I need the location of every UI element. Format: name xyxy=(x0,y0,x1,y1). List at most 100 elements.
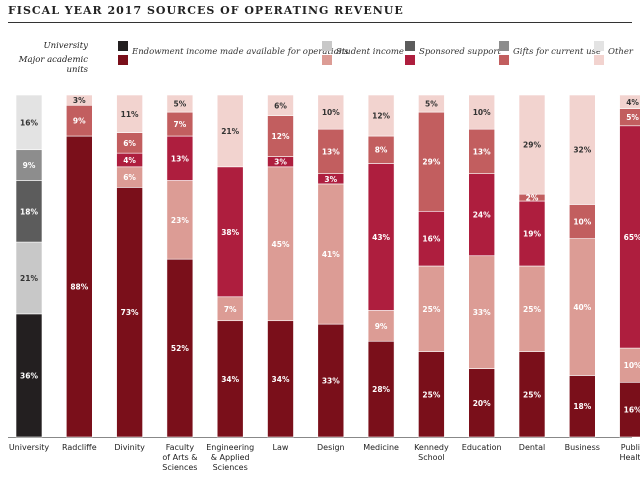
bar-segment xyxy=(15,149,43,181)
category-label: Law xyxy=(273,443,289,452)
category-label-line: of Arts & xyxy=(162,453,197,462)
bar-segment xyxy=(216,166,244,298)
data-label: 16% xyxy=(624,406,640,415)
bar-segment xyxy=(15,180,43,243)
category-label-line: Design xyxy=(317,443,345,452)
category-label-line: Medicine xyxy=(363,443,399,452)
data-label: 10% xyxy=(322,108,340,117)
data-label: 65% xyxy=(624,233,640,242)
data-label: 5% xyxy=(174,100,187,109)
bar-segment xyxy=(166,94,194,113)
legend-swatch-university-4 xyxy=(594,41,604,51)
bar-segment xyxy=(166,258,194,438)
data-label: 33% xyxy=(473,308,491,317)
bar-segment xyxy=(568,238,596,376)
legend-swatch-university-3 xyxy=(499,41,509,51)
data-label: 13% xyxy=(473,147,491,156)
bar-segment xyxy=(66,135,93,438)
data-label: 3% xyxy=(73,96,86,105)
category-label-line: University xyxy=(9,443,50,452)
bar-segment xyxy=(468,173,496,257)
category-label: Engineering & Applied Sciences xyxy=(206,443,254,472)
category-label: PublicHealth xyxy=(619,443,640,462)
category-label-line: Business xyxy=(565,443,600,452)
bar-segment xyxy=(66,94,93,106)
data-label: 41% xyxy=(322,250,340,259)
bar-segment xyxy=(267,166,294,322)
legend-swatch-units-1 xyxy=(322,55,332,65)
legend-swatch-university-0 xyxy=(118,41,128,51)
data-label: 9% xyxy=(73,117,86,126)
data-label: 4% xyxy=(626,98,639,107)
data-label: 5% xyxy=(626,113,639,122)
data-label: 11% xyxy=(121,110,139,119)
bar-segment xyxy=(267,94,294,116)
bar-segment xyxy=(418,351,445,438)
data-label: 23% xyxy=(171,216,189,225)
title-rule xyxy=(8,22,632,23)
legend-swatch-university-2 xyxy=(405,41,415,51)
data-label: 18% xyxy=(20,207,38,216)
legend-row-label-units: Major academic units xyxy=(18,55,88,75)
data-label: 88% xyxy=(70,283,88,292)
category-label: Medicine xyxy=(363,443,399,452)
data-label: 10% xyxy=(573,218,591,227)
category-label-line: Health xyxy=(619,453,640,462)
bar-segment xyxy=(15,94,43,151)
data-label: 4% xyxy=(123,156,136,165)
legend-label-2: Sponsored support xyxy=(419,47,501,57)
data-label: 43% xyxy=(372,233,390,242)
bar-segment xyxy=(166,180,194,260)
bar-segment xyxy=(317,94,345,130)
data-label: 13% xyxy=(171,154,189,163)
bar-segment xyxy=(267,320,294,438)
category-label-line: Sciences xyxy=(162,463,197,472)
bar-segment xyxy=(216,320,244,438)
legend-swatch-university-1 xyxy=(322,41,332,51)
bar-segment xyxy=(568,204,596,239)
data-label: 3% xyxy=(324,175,337,184)
data-label: 16% xyxy=(422,235,440,244)
category-label-line: Engineering xyxy=(206,443,254,452)
category-label-line: & Applied xyxy=(211,453,250,462)
category-label-line: School xyxy=(418,453,445,462)
legend-label-0: Endowment income made available for oper… xyxy=(132,47,349,57)
data-label: 9% xyxy=(375,322,388,331)
data-label: 6% xyxy=(123,139,136,148)
bar-segment xyxy=(568,94,596,205)
bar-segment xyxy=(317,128,345,174)
bar-segment xyxy=(518,200,546,267)
data-label: 34% xyxy=(272,375,290,384)
category-label: Kennedy School xyxy=(414,443,449,462)
data-label: 5% xyxy=(425,100,438,109)
data-label: 16% xyxy=(20,118,38,127)
bar-segment xyxy=(267,115,294,157)
bar-segment xyxy=(518,265,546,352)
category-label: Radcliffe xyxy=(62,443,97,452)
bar-segment xyxy=(367,340,395,438)
data-label: 6% xyxy=(274,101,287,110)
bar-segment xyxy=(468,368,496,438)
data-label: 73% xyxy=(121,308,139,317)
bar-segment xyxy=(317,323,345,438)
bar-segment xyxy=(468,255,496,369)
chart-title: FISCAL YEAR 2017 SOURCES OF OPERATING RE… xyxy=(8,4,404,17)
category-label: Design xyxy=(317,443,345,452)
data-label: 12% xyxy=(272,132,290,141)
data-label: 2% xyxy=(526,194,539,203)
bar-segment xyxy=(367,94,395,137)
data-label: 13% xyxy=(322,147,340,156)
data-label: 36% xyxy=(20,371,38,380)
data-label: 25% xyxy=(422,390,440,399)
category-label: Divinity xyxy=(114,443,145,452)
data-label: 29% xyxy=(523,141,541,150)
data-label: 52% xyxy=(171,344,189,353)
legend-label-1: Student income xyxy=(336,47,404,57)
bar-segment xyxy=(518,351,546,438)
legend-swatch-units-0 xyxy=(118,55,128,65)
data-label: 45% xyxy=(272,240,290,249)
data-label: 7% xyxy=(224,305,237,314)
bar-segment xyxy=(15,241,43,315)
legend-swatch-units-2 xyxy=(405,55,415,65)
